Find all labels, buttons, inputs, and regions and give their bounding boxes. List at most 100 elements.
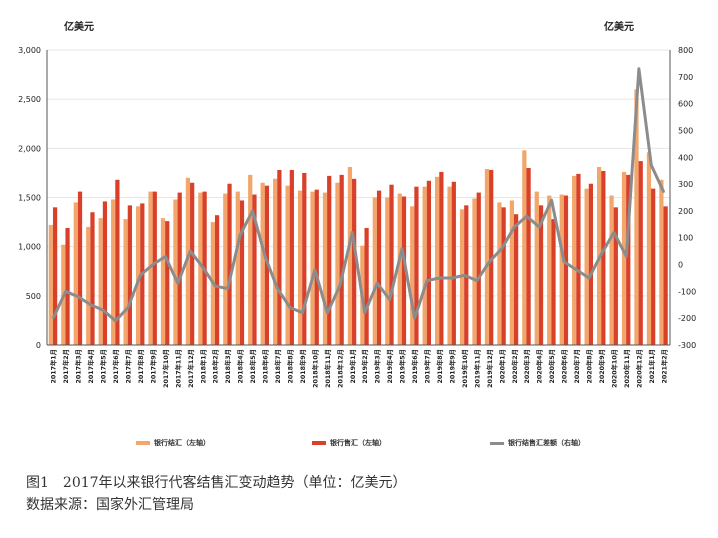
point-balance [363, 312, 366, 314]
x-tick-label: 2018年11月 [323, 349, 332, 388]
axes [46, 50, 671, 346]
bar-settlement [559, 194, 564, 345]
bar-sales [52, 207, 58, 345]
right-tick-label: 800 [678, 46, 693, 55]
bar-settlement [435, 176, 440, 345]
left-tick-label: 1,000 [18, 243, 41, 252]
bar-sales [426, 180, 432, 345]
x-tick-label: 2017年11月 [173, 349, 182, 388]
bar-sales [489, 169, 494, 345]
bar-sales [651, 188, 656, 345]
bar-sales [239, 200, 245, 345]
x-tick-label: 2020年6月 [560, 349, 569, 384]
bar-settlement [160, 218, 166, 345]
point-balance [563, 261, 565, 263]
x-tick-label: 2018年12月 [335, 349, 344, 388]
point-balance [638, 67, 640, 70]
bar-settlement [385, 197, 390, 345]
bar-settlement [322, 192, 328, 345]
line-balance [51, 67, 666, 323]
bar-sales [476, 192, 481, 345]
bar-sales [601, 170, 606, 345]
point-balance [264, 255, 266, 258]
point-balance [525, 215, 528, 218]
right-tick-label: -300 [678, 341, 696, 350]
point-balance [214, 285, 217, 287]
x-tick-label: 2019年10月 [460, 349, 469, 388]
x-tick-label: 2020年2月 [510, 349, 519, 384]
bar-settlement [534, 191, 539, 345]
point-balance [388, 298, 391, 301]
legend-swatch-balance [490, 441, 504, 445]
x-axis-ticks: 2017年1月 2017年2月 2017年3月 2017年4月 2017年5月 2017年… [49, 349, 669, 388]
x-tick-label: 2018年10月 [310, 349, 319, 388]
x-tick-label: 2017年3月 [74, 349, 83, 384]
bar-sales [588, 183, 593, 345]
legend-item-sales: 银行售汇（左轴） [312, 438, 386, 448]
bar-settlement [235, 191, 240, 345]
x-tick-label: 2019年11月 [472, 349, 481, 388]
bar-settlement [609, 195, 614, 345]
point-balance [613, 231, 615, 234]
bar-sales [77, 191, 83, 345]
point-balance [64, 290, 67, 293]
bar-sales [314, 189, 319, 345]
bar-sales [626, 174, 631, 345]
point-balance [52, 317, 55, 319]
legend-swatch-sales [312, 441, 326, 445]
bar-sales [227, 183, 232, 345]
x-tick-label: 2017年8月 [136, 349, 145, 384]
right-axis-ticks: -300 -200 -100 0 100 200 300 400 500 600 700 800 [678, 46, 696, 350]
x-tick-label: 2017年6月 [111, 349, 120, 384]
point-balance [289, 306, 291, 309]
bar-sales [152, 191, 157, 345]
bar-sales [376, 190, 382, 345]
bar-settlement [285, 185, 290, 345]
left-tick-label: 3,000 [18, 46, 41, 55]
left-tick-label: 2,500 [18, 95, 41, 104]
x-tick-label: 2018年4月 [236, 349, 245, 384]
point-balance [426, 279, 428, 282]
left-tick-label: 0 [36, 341, 41, 350]
bar-sales [364, 227, 369, 345]
x-tick-label: 2020年10月 [609, 349, 618, 388]
right-tick-label: -100 [678, 287, 696, 296]
legend-item-settlement: 银行结汇（左轴） [136, 438, 210, 448]
point-balance [625, 255, 628, 258]
point-balance [488, 261, 491, 263]
point-balance [152, 263, 154, 266]
right-tick-label: 400 [678, 153, 693, 162]
point-balance [588, 277, 590, 279]
bar-sales [127, 205, 132, 345]
x-tick-label: 2018年9月 [298, 349, 307, 384]
bar-settlement [522, 150, 527, 345]
x-tick-label: 2019年2月 [360, 349, 369, 384]
bar-sales [613, 207, 618, 345]
bar-settlement [335, 182, 340, 345]
x-tick-label: 2020年5月 [547, 349, 556, 384]
bar-sales [302, 172, 307, 345]
x-tick-label: 2017年10月 [161, 349, 170, 388]
x-tick-label: 2018年1月 [198, 349, 207, 384]
bar-settlement [472, 198, 477, 345]
bar-settlement [248, 174, 253, 345]
bar-settlement [123, 219, 128, 345]
x-tick-label: 2018年6月 [261, 349, 270, 384]
point-balance [376, 282, 378, 285]
bar-sales [115, 179, 120, 345]
x-tick-label: 2017年1月 [49, 349, 58, 384]
point-balance [662, 191, 665, 193]
bar-settlement [273, 178, 278, 345]
right-tick-label: 100 [678, 234, 693, 243]
left-tick-label: 500 [26, 292, 41, 301]
x-tick-label: 2019年12月 [485, 349, 494, 388]
bar-settlement [297, 190, 303, 345]
left-tick-label: 1,500 [18, 194, 41, 203]
point-balance [177, 282, 179, 285]
data-source: 数据来源：国家外汇管理局 [26, 497, 194, 513]
point-balance [351, 231, 354, 234]
point-balance [513, 226, 516, 228]
bar-sales [526, 168, 531, 345]
x-tick-label: 2020年12月 [634, 349, 643, 388]
